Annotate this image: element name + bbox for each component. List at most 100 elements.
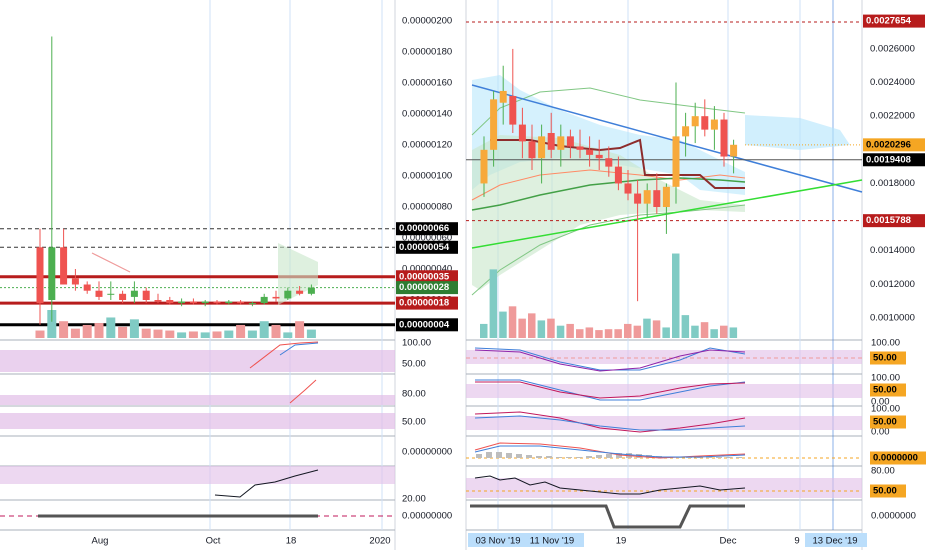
left-time-label: Aug <box>92 536 109 547</box>
left-rsi-band <box>0 350 395 372</box>
right-price-tick: 0.0010000 <box>870 313 915 324</box>
left-volume-bar <box>47 310 57 338</box>
right-macd-hist <box>616 453 622 458</box>
left-candle <box>272 296 280 299</box>
right-macd-hist <box>486 452 492 458</box>
right-macd-hist <box>546 456 552 458</box>
right-pane3-band <box>466 416 862 430</box>
right-pane3-line-a <box>474 411 746 433</box>
right-macd-hist <box>496 452 502 458</box>
right-pane4-label-box <box>870 451 926 465</box>
right-pane4-label: 0.0000000 <box>873 453 918 464</box>
right-trendline-up <box>471 179 863 249</box>
level-15788-box <box>863 214 925 228</box>
right-pane3-label: 50.00 <box>873 417 897 428</box>
right-macd-hist <box>736 457 742 458</box>
left-candle <box>237 301 245 304</box>
right-candle <box>653 190 661 207</box>
right-candle <box>720 119 728 157</box>
right-volume-bar <box>681 315 690 338</box>
right-volume-bar <box>576 329 584 338</box>
level-20296-box <box>863 138 925 152</box>
right-pane5-line <box>474 475 746 495</box>
right-candle <box>682 126 690 137</box>
right-volume-bar <box>556 325 565 338</box>
right-volume-bar <box>614 329 622 338</box>
right-candle <box>672 136 680 187</box>
right-pane3-line-b <box>474 415 746 431</box>
right-pane2-tick-100: 100.00 <box>871 373 900 384</box>
right-volume-bar <box>643 318 651 338</box>
right-volume-bar <box>633 325 642 338</box>
right-pane5-label: 50.00 <box>873 486 897 497</box>
right-pane2-label: 50.00 <box>873 385 897 396</box>
right-volume-bar <box>652 320 661 338</box>
left-volume-bar <box>106 317 116 338</box>
right-bb-lower <box>471 204 746 296</box>
right-pane5-band <box>466 478 862 498</box>
right-macd-hist <box>606 454 612 458</box>
right-pane3-label-box <box>870 415 906 429</box>
left-price-tick: 0.00000100 <box>402 171 452 182</box>
right-pane6-tick-0: 0.0000000 <box>871 511 916 522</box>
left-volume-bar <box>259 321 269 338</box>
right-price-tick: 0.0026000 <box>870 43 915 54</box>
right-volume-bar <box>566 323 574 338</box>
left-volume-bar <box>82 324 92 338</box>
level-35-box <box>396 270 458 284</box>
left-price-tick: 0.00000080 <box>402 202 452 213</box>
left-candle <box>71 278 79 285</box>
right-macd-hist <box>556 457 562 458</box>
left-macd-tick-0: 0.00000000 <box>402 447 452 458</box>
left-volume-bar <box>283 332 293 338</box>
right-volume-bar <box>537 320 546 338</box>
level-28-box <box>396 281 458 295</box>
left-stoch-band <box>0 395 395 405</box>
left-volume-bar <box>177 332 187 338</box>
right-bb-upper <box>471 87 746 136</box>
level-35: 0.00000035 <box>399 271 450 282</box>
left-volume-bar <box>200 332 210 338</box>
left-rsi-tick-50: 50.00 <box>402 359 426 370</box>
right-pane6-line <box>470 504 745 529</box>
left-candle <box>225 301 233 304</box>
right-time-label: 13 Dec '19 <box>812 536 857 547</box>
right-macd-hist <box>716 457 722 458</box>
level-54: 0.00000054 <box>399 242 450 253</box>
right-volume-bar <box>729 327 738 338</box>
left-candle <box>83 284 91 291</box>
level-18-box <box>396 296 458 310</box>
left-volume-bar <box>271 324 281 338</box>
left-projection-zone <box>278 243 318 305</box>
left-candle <box>189 301 197 304</box>
level-04-box <box>396 318 458 332</box>
right-time-label: 19 <box>616 536 627 547</box>
left-stoch-tick-80: 80.00 <box>402 389 426 400</box>
left-stoch-line <box>289 379 317 404</box>
left-candle <box>60 247 68 285</box>
left-candle <box>130 290 138 297</box>
left-volume-bar <box>35 330 45 338</box>
level-27654: 0.0027654 <box>866 16 912 27</box>
right-macd-hist <box>596 455 602 458</box>
right-time-label: 03 Nov '19 <box>475 536 520 547</box>
right-candle <box>586 149 594 155</box>
right-price-tick: 0.0022000 <box>870 111 915 122</box>
right-candle <box>730 144 738 157</box>
left-volume-bar <box>188 331 198 338</box>
right-pane2-tick-0: 0.00 <box>871 397 890 408</box>
level-18: 0.00000018 <box>399 298 449 309</box>
left-candle <box>213 301 221 304</box>
right-pane3-tick-0: 0.00 <box>871 427 890 438</box>
left-price-tick: 0.00000160 <box>402 78 452 89</box>
right-time-highlight <box>805 533 867 547</box>
left-price-tick: 0.00000040 <box>402 264 452 275</box>
left-candle <box>296 290 304 294</box>
right-candle <box>624 183 632 194</box>
right-time-highlight <box>468 533 530 547</box>
right-candle <box>566 136 574 147</box>
left-volume-bar <box>236 324 246 338</box>
left-time-label: Oct <box>206 536 221 547</box>
